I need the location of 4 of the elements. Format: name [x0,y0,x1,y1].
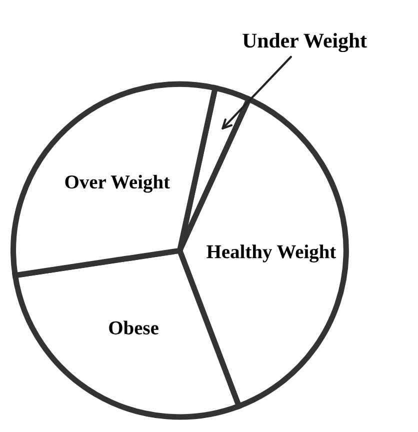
slice-label: Healthy Weight [206,244,336,262]
slice-label: Under Weight [242,33,367,52]
slice-label: Over Weight [65,174,170,193]
slice-label: Obese [109,320,158,334]
